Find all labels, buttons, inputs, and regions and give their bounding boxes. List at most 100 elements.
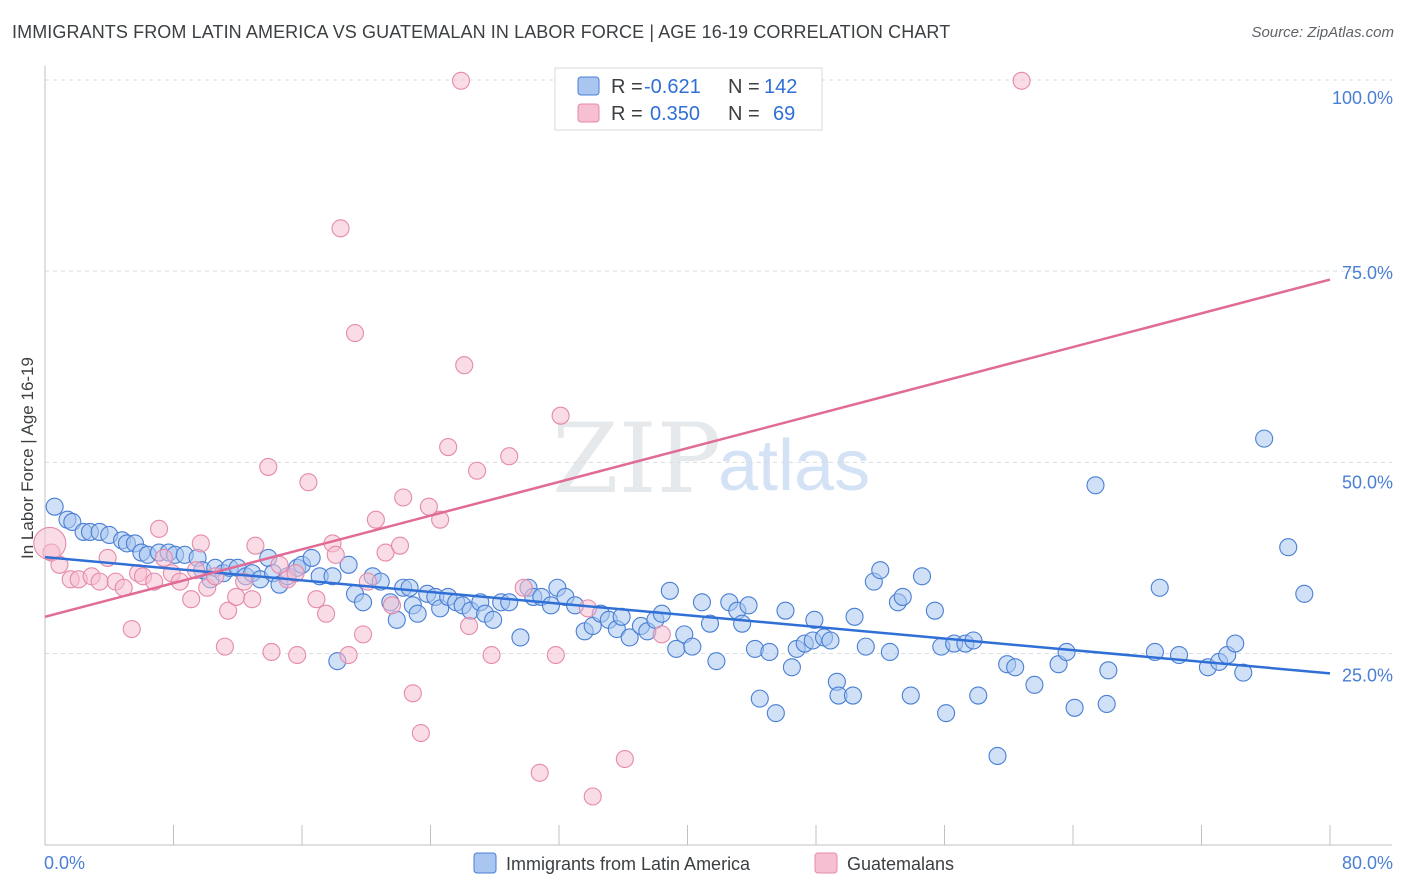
latin-america-point-63 — [541, 596, 561, 615]
trend-line-guatemalans — [44, 278, 1331, 619]
latin-america-point-90 — [750, 689, 769, 708]
latin-america-point-103 — [843, 686, 862, 705]
guatemalans-point-61 — [530, 763, 549, 782]
guatemalans-point-54 — [451, 71, 471, 90]
stats-swatch-pink — [577, 103, 600, 123]
latin-america-point-120 — [988, 746, 1007, 766]
x-tick-max: 80.0% — [1342, 853, 1393, 873]
guatemalans-point-59 — [500, 447, 519, 466]
guatemalans-point-48 — [394, 488, 413, 507]
watermark-atlas: atlas — [718, 426, 870, 506]
latin-america-point-88 — [739, 596, 758, 615]
latin-america-point-139 — [1279, 538, 1298, 557]
legend: Immigrants from Latin America Guatemalan… — [473, 852, 954, 874]
guatemalans-point-34 — [299, 473, 318, 492]
latin-america-point-115 — [937, 704, 956, 723]
y-axis-label: In Labor Force | Age 16-19 — [18, 357, 37, 559]
latin-america-point-32 — [302, 548, 321, 567]
guatemalans-point-38 — [326, 545, 345, 564]
latin-america-point-104 — [845, 607, 864, 626]
latin-america-point-131 — [1150, 578, 1169, 597]
guatemalans-point-24 — [227, 587, 246, 606]
axes — [44, 66, 1392, 846]
stats-n-value-1: 142 — [764, 76, 797, 98]
legend-label-guatemalans: Guatemalans — [847, 854, 954, 874]
watermark-zip: ZIP — [552, 403, 721, 515]
y-tick-label-0: 25.0% — [1342, 666, 1393, 686]
guatemalans-point-40 — [339, 645, 358, 665]
guatemalans-point-23 — [219, 601, 238, 620]
y-tick-label-2: 75.0% — [1342, 263, 1393, 283]
guatemalans-point-17 — [182, 590, 201, 609]
latin-america-point-129 — [1099, 661, 1118, 680]
stats-n-label-1: N = — [728, 76, 760, 98]
latin-america-point-81 — [683, 637, 702, 656]
series-guatemalans — [33, 71, 1031, 806]
latin-america-point-110 — [893, 587, 912, 606]
latin-america-point-127 — [1086, 476, 1105, 495]
guatemalans-point-53 — [439, 437, 458, 457]
latin-america-point-128 — [1097, 694, 1116, 714]
latin-america-point-136 — [1226, 634, 1245, 653]
guatemalans-point-67 — [615, 749, 634, 769]
stats-n-value-2: 69 — [773, 103, 795, 125]
latin-america-point-82 — [692, 593, 712, 612]
guatemalans-point-55 — [455, 356, 474, 375]
guatemalans-point-9 — [122, 619, 141, 639]
latin-america-point-44 — [400, 578, 419, 597]
latin-america-point-98 — [805, 610, 824, 629]
latin-america-point-105 — [856, 637, 875, 656]
latin-america-point-93 — [776, 601, 795, 620]
guatemalans-point-49 — [403, 684, 422, 703]
source-label: Source: ZipAtlas.com — [1251, 24, 1394, 41]
guatemalans-point-22 — [215, 637, 234, 656]
guatemalans-point-26 — [243, 590, 262, 609]
guatemalans-point-41 — [345, 324, 365, 343]
watermark: ZIP atlas — [552, 403, 870, 515]
latin-america-point-125 — [1057, 642, 1076, 662]
latin-america-point-34 — [323, 567, 342, 586]
latin-america-point-84 — [707, 652, 726, 671]
guatemalans-point-68 — [652, 625, 671, 644]
stats-r-label-1: R = — [611, 76, 643, 98]
latin-america-point-112 — [912, 567, 932, 586]
latin-america-point-56 — [484, 610, 503, 629]
latin-america-point-122 — [1006, 658, 1025, 677]
latin-america-point-137 — [1234, 663, 1253, 682]
latin-america-point-100 — [821, 631, 840, 650]
guatemalans-point-27 — [246, 536, 265, 555]
trend-lines — [44, 278, 1331, 675]
y-tick-label-3: 100.0% — [1332, 88, 1393, 108]
latin-america-point-73 — [620, 628, 639, 647]
stats-swatch-blue — [577, 76, 600, 96]
guatemalans-point-35 — [307, 590, 326, 609]
latin-america-point-0 — [45, 497, 64, 516]
guatemalans-point-19 — [191, 534, 210, 553]
guatemalans-point-39 — [331, 219, 350, 238]
latin-america-point-107 — [871, 561, 890, 580]
guatemalans-point-65 — [583, 787, 602, 806]
guatemalans-point-58 — [482, 645, 501, 665]
stats-r-label-2: R = — [611, 103, 643, 125]
chart-title: IMMIGRANTS FROM LATIN AMERICA VS GUATEMA… — [12, 22, 951, 42]
guatemalans-point-14 — [154, 548, 173, 567]
latin-america-point-126 — [1065, 698, 1084, 717]
latin-america-point-108 — [880, 642, 899, 662]
guatemalans-point-56 — [459, 616, 479, 636]
latin-america-point-113 — [925, 601, 944, 620]
guatemalans-point-57 — [468, 461, 487, 480]
latin-america-point-58 — [500, 593, 519, 612]
latin-america-point-87 — [733, 614, 752, 633]
latin-america-point-59 — [511, 628, 530, 647]
latin-america-point-83 — [700, 614, 720, 633]
y-tick-label-1: 50.0% — [1342, 472, 1393, 492]
guatemalans-point-5 — [90, 572, 109, 591]
guatemalans-point-46 — [382, 596, 402, 615]
guatemalans-point-33 — [288, 645, 307, 665]
guatemalans-point-13 — [149, 519, 169, 538]
legend-label-latin-america: Immigrants from Latin America — [506, 854, 751, 874]
latin-america-point-138 — [1255, 429, 1274, 448]
latin-america-point-111 — [901, 686, 920, 705]
guatemalans-point-44 — [366, 510, 385, 529]
